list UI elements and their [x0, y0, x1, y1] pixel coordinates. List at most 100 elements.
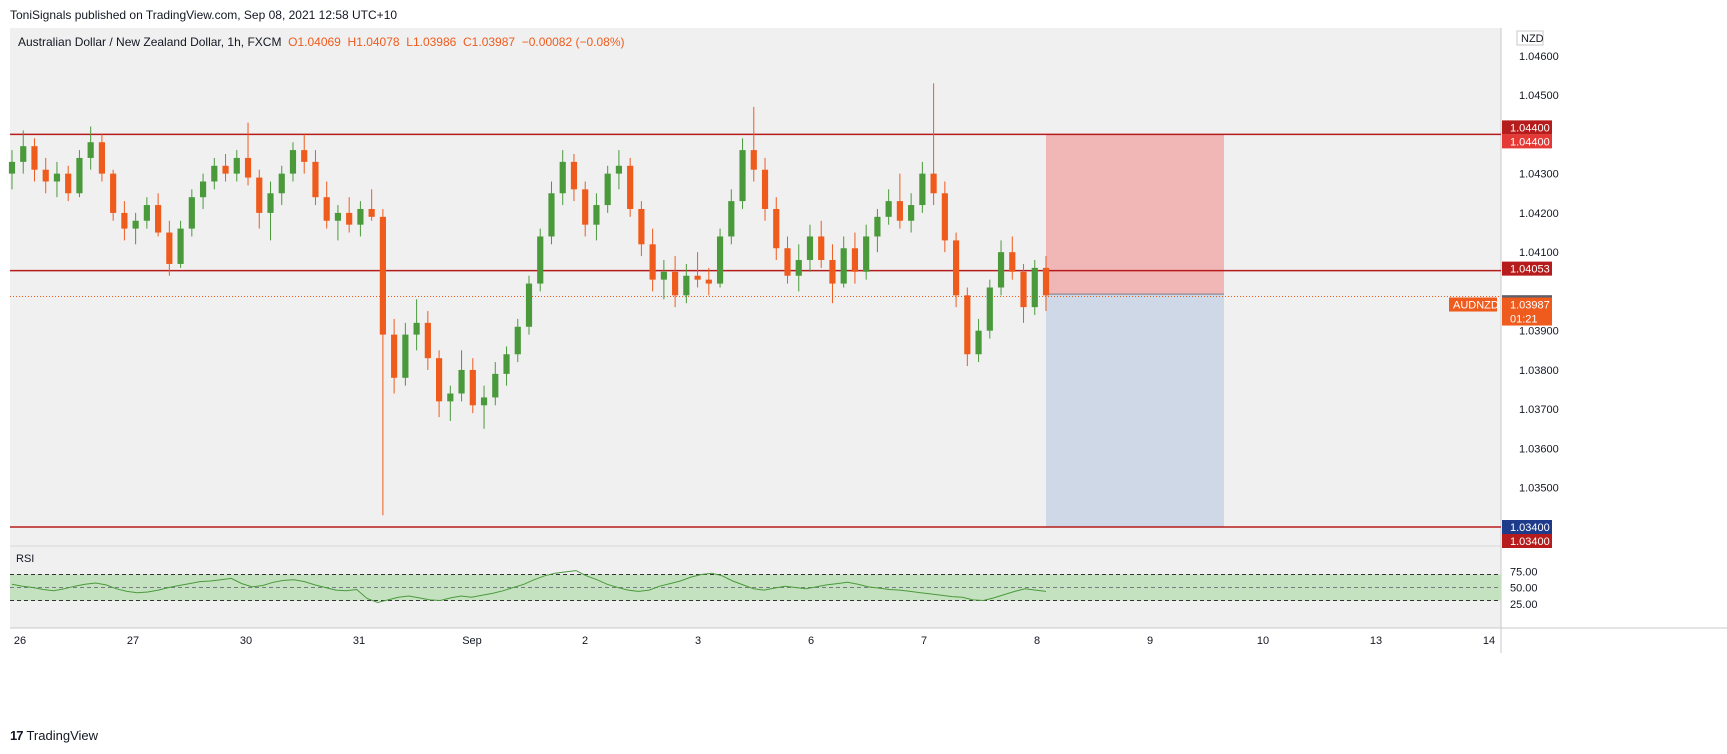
candle — [447, 385, 454, 421]
candle-body — [997, 252, 1005, 288]
symbol-description: Australian Dollar / New Zealand Dollar, … — [18, 35, 282, 49]
candle-body — [447, 393, 454, 402]
time-tick-label: 7 — [921, 635, 927, 647]
rsi-title: RSI — [16, 553, 34, 565]
candle-body — [975, 330, 982, 355]
candle — [851, 232, 859, 284]
publish-header: ToniSignals published on TradingView.com… — [0, 0, 1727, 28]
candle-body — [155, 205, 162, 233]
candle-body — [829, 260, 836, 284]
candle — [761, 157, 769, 221]
candle — [806, 224, 814, 272]
candle-body — [818, 236, 825, 261]
rsi-tick-label: 25.00 — [1510, 599, 1538, 611]
candle — [379, 208, 386, 516]
candle-body — [435, 358, 443, 402]
candle-body — [739, 150, 746, 202]
candle-body — [716, 236, 724, 284]
candle — [458, 350, 465, 402]
candle-body — [728, 201, 735, 237]
candle — [469, 358, 476, 414]
chart-container[interactable]: 1.04600 1.04500 1.04300 1.04200 1.04100 1.039… — [0, 28, 1727, 720]
candle — [627, 157, 634, 217]
candle-body — [368, 208, 375, 217]
candle — [1020, 263, 1027, 323]
candle — [672, 256, 679, 308]
candle — [143, 197, 150, 229]
time-axis-bg — [10, 628, 1501, 653]
price-chart[interactable]: 1.04600 1.04500 1.04300 1.04200 1.04100 1.039… — [0, 28, 1727, 720]
candle — [323, 181, 330, 229]
candle-body — [840, 248, 847, 284]
last-price-tag: 1.03987 — [1510, 300, 1550, 312]
candle — [908, 193, 915, 233]
candle-body — [694, 275, 701, 280]
time-tick-label: 3 — [695, 635, 701, 647]
candle — [1042, 256, 1050, 312]
candle — [750, 106, 757, 182]
candle — [975, 318, 982, 363]
candle — [683, 263, 690, 304]
candle-body — [121, 212, 128, 229]
candle — [53, 161, 61, 198]
candle-body — [301, 150, 308, 162]
candle — [211, 157, 218, 190]
candle-body — [76, 157, 83, 194]
candle-body — [952, 240, 960, 296]
price-tick-label: 1.04200 — [1519, 208, 1559, 220]
candle-body — [132, 220, 139, 229]
candle-body — [391, 334, 398, 378]
candle-body — [773, 208, 780, 249]
candle-body — [346, 212, 353, 225]
bar-countdown: 01:21 — [1510, 314, 1538, 326]
level-upper-price-tag-bg — [1502, 134, 1552, 149]
candle — [391, 318, 398, 394]
candle — [65, 165, 72, 202]
candle-body — [908, 205, 915, 221]
candle-body — [537, 236, 544, 284]
tradingview-footer[interactable]: 17 TradingView — [10, 728, 98, 743]
candle-body — [469, 369, 476, 406]
candle-body — [885, 201, 892, 217]
candle-body — [402, 334, 409, 378]
candle — [863, 224, 870, 280]
candle — [986, 279, 993, 339]
candle — [492, 362, 499, 406]
candle — [8, 150, 16, 190]
target-price-tag-bg — [1502, 520, 1552, 534]
candle-body — [222, 165, 229, 174]
candle — [301, 134, 308, 174]
candle — [570, 154, 578, 202]
level-middle-price-tag-bg — [1502, 261, 1552, 276]
time-tick-label: 10 — [1257, 635, 1269, 647]
candle-body — [1031, 267, 1038, 308]
candle-body — [548, 193, 555, 237]
candle — [952, 232, 960, 308]
candle-body — [806, 236, 814, 261]
candle-body — [582, 189, 589, 225]
candle-body — [233, 157, 240, 174]
candle-body — [930, 173, 937, 194]
candle — [784, 236, 791, 284]
legend-high: H1.04078 — [347, 35, 400, 49]
candle — [87, 126, 94, 170]
candle — [334, 205, 342, 241]
candle — [368, 189, 375, 221]
candle-body — [570, 161, 578, 190]
price-tick-label: 1.04100 — [1519, 247, 1559, 259]
candle-body — [53, 173, 61, 182]
candle-body — [480, 397, 488, 406]
candle — [121, 201, 128, 241]
candle-body — [503, 354, 510, 374]
price-tick-label: 1.04300 — [1519, 169, 1559, 181]
candle-body — [525, 283, 533, 327]
candle — [716, 228, 724, 288]
rsi-line — [11, 570, 1047, 604]
candle — [166, 220, 173, 276]
price-tick-label: 1.04500 — [1519, 90, 1559, 102]
stop-price-tag: 1.04400 — [1510, 122, 1550, 134]
candle — [256, 169, 263, 229]
candle — [188, 189, 195, 237]
candle-body — [256, 177, 263, 213]
candle-body — [941, 193, 948, 241]
